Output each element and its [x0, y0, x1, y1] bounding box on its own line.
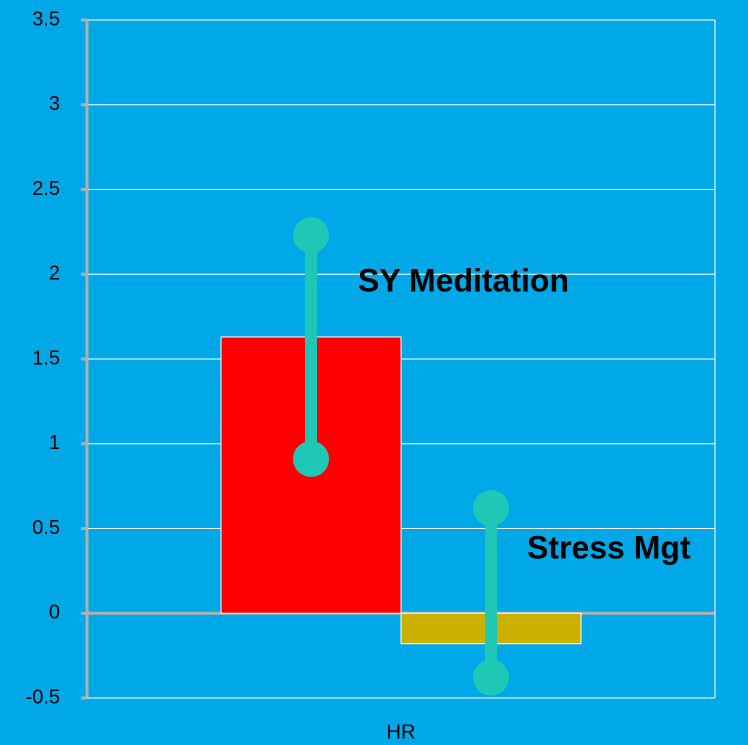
y-tick-label: 3: [49, 93, 60, 115]
series-label: Stress Mgt: [527, 529, 691, 565]
error-low: [293, 441, 329, 478]
y-tick-label: 1.5: [32, 347, 60, 369]
y-tick-label: 2: [49, 263, 60, 285]
x-tick-label: HR: [387, 721, 416, 743]
error-high: [293, 217, 329, 254]
series-label: SY Meditation: [358, 262, 569, 298]
error-high: [473, 490, 509, 527]
y-tick-label: 0.5: [32, 517, 60, 539]
y-tick-label: 2.5: [32, 178, 60, 200]
y-tick-label: -0.5: [26, 686, 60, 708]
y-tick-label: 0: [49, 602, 60, 624]
y-tick-label: 1: [49, 432, 60, 454]
error-low: [473, 659, 509, 696]
y-tick-label: 3.5: [32, 8, 60, 30]
